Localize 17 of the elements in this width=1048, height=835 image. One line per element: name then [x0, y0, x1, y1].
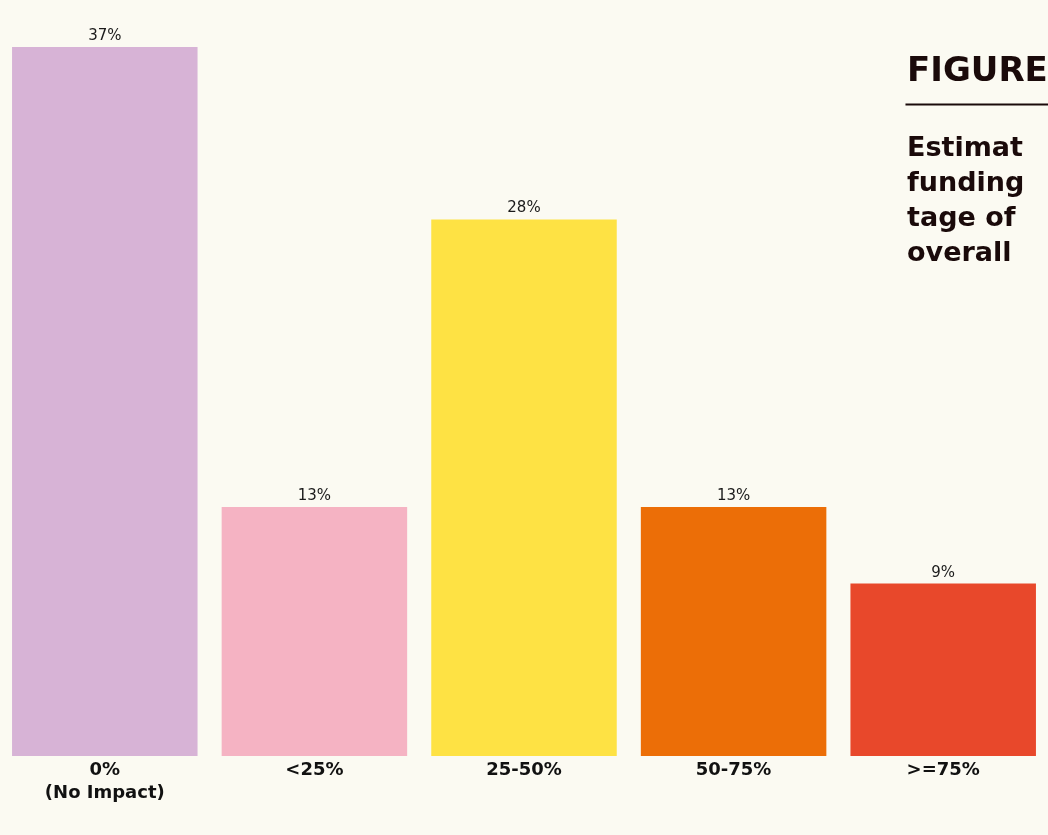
bar [12, 47, 198, 756]
data-label: 13% [716, 485, 751, 504]
text: Estimat funding tage of overall [907, 131, 1025, 268]
bar [850, 583, 1036, 756]
x-tick-label: 50-75% [695, 758, 772, 779]
x-tick-label: 0% (No Impact) [44, 758, 165, 803]
bar [431, 219, 617, 756]
x-tick-label: >=75% [906, 758, 980, 779]
data-label: 13% [297, 485, 332, 504]
bar [221, 506, 408, 756]
bar [640, 506, 827, 756]
data-label: 37% [88, 26, 122, 44]
x-tick-label: <25% [285, 758, 344, 779]
data-label: 28% [507, 198, 541, 217]
chart-title: FIGURE [907, 49, 1048, 89]
x-tick-label: 25-50% [486, 758, 562, 779]
data-label: 9% [931, 562, 956, 581]
